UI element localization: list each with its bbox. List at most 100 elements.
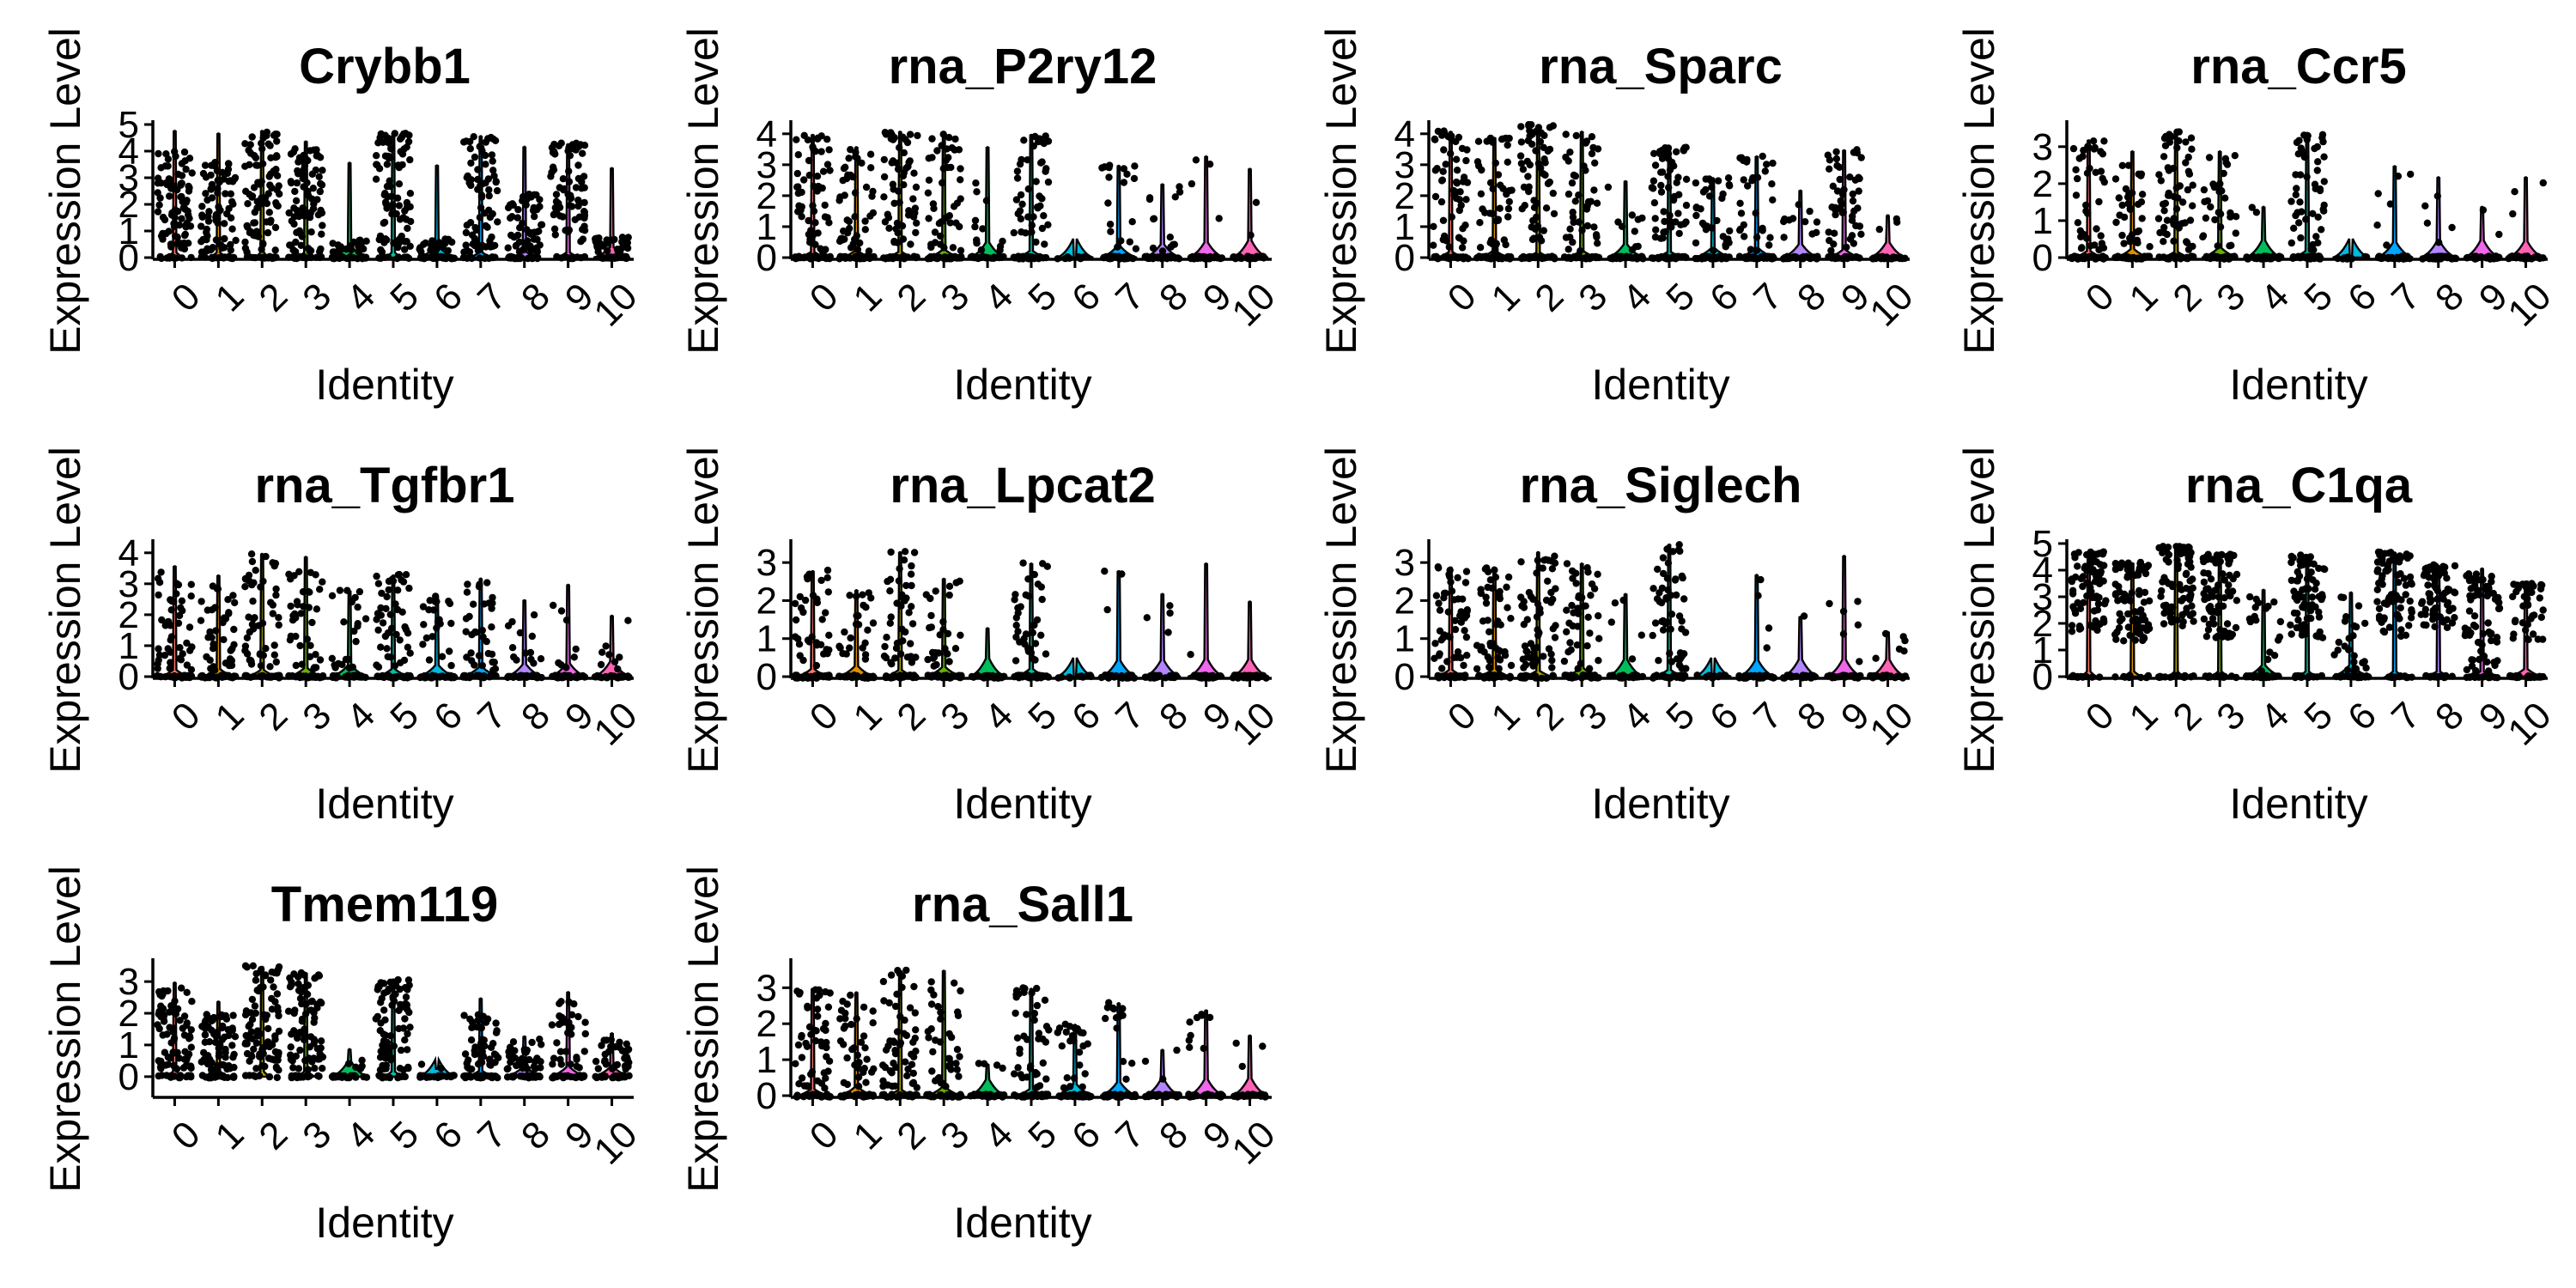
violin-cluster-9 <box>1825 556 1863 678</box>
data-point <box>847 146 854 154</box>
data-point <box>291 187 299 196</box>
data-point <box>1674 210 1682 217</box>
data-point <box>2085 143 2093 151</box>
data-point <box>572 645 580 653</box>
data-point <box>1676 654 1685 662</box>
data-point <box>1460 237 1467 245</box>
data-point <box>1462 196 1470 204</box>
data-point <box>2075 625 2084 633</box>
data-point <box>2160 207 2168 215</box>
data-point <box>198 211 206 219</box>
data-point <box>1659 569 1668 578</box>
data-point <box>1831 229 1838 237</box>
data-point <box>1451 625 1460 634</box>
data-point <box>508 213 516 221</box>
data-point <box>623 244 632 252</box>
data-point <box>355 587 364 596</box>
data-point <box>1439 235 1448 244</box>
data-point <box>1149 244 1157 252</box>
data-point <box>800 131 808 139</box>
data-point <box>999 237 1006 246</box>
data-point <box>1487 236 1496 244</box>
data-point <box>406 155 414 164</box>
data-point <box>1517 123 1525 131</box>
data-point <box>1527 640 1535 647</box>
data-point <box>841 235 848 243</box>
data-point <box>2099 174 2106 183</box>
x-tick-label: 10 <box>586 275 645 334</box>
data-point <box>913 219 920 227</box>
data-point <box>900 181 908 189</box>
data-point <box>1431 640 1439 647</box>
y-tick-label: 4 <box>1394 113 1415 155</box>
x-tick-label: 2 <box>889 275 933 319</box>
data-point <box>485 206 493 214</box>
y-tick-label: 1 <box>756 206 777 248</box>
data-point <box>395 202 404 210</box>
data-point <box>1575 191 1583 199</box>
data-point <box>1724 174 1733 182</box>
data-point <box>1634 216 1643 223</box>
data-point <box>939 617 947 626</box>
data-point <box>207 171 215 179</box>
data-point <box>793 136 800 143</box>
y-tick-label: 5 <box>2032 523 2053 565</box>
data-point <box>1829 182 1837 190</box>
x-tick-label: 1 <box>846 275 890 319</box>
data-point <box>841 628 848 636</box>
data-point <box>1564 246 1572 253</box>
x-tick-label: 7 <box>470 275 514 319</box>
data-point <box>1563 560 1571 568</box>
data-point <box>397 148 404 155</box>
data-point <box>286 636 295 644</box>
data-point <box>946 219 954 227</box>
data-point <box>846 644 854 652</box>
data-point <box>2539 179 2547 187</box>
data-point <box>925 155 933 162</box>
data-point <box>172 152 179 161</box>
data-point <box>1032 178 1040 185</box>
data-point <box>210 663 217 671</box>
violin-cluster-8 <box>1143 593 1182 678</box>
data-point <box>572 184 580 191</box>
data-point <box>1614 218 1622 226</box>
data-point <box>1117 237 1125 245</box>
data-point <box>531 191 538 198</box>
data-point <box>902 581 910 590</box>
data-point <box>1474 137 1483 145</box>
data-point <box>1126 238 1134 246</box>
data-point <box>1872 654 1880 662</box>
data-point <box>1530 649 1538 657</box>
data-point <box>2126 597 2135 605</box>
data-point <box>1436 650 1443 658</box>
data-point <box>2311 144 2318 153</box>
data-point <box>154 660 161 668</box>
x-tick-label: 3 <box>295 275 339 319</box>
panel-title: rna_Siglech <box>1520 458 1802 513</box>
data-point <box>571 216 579 223</box>
data-point <box>1839 630 1848 638</box>
data-point <box>1517 558 1525 566</box>
data-point <box>579 149 586 157</box>
data-point <box>224 160 233 167</box>
data-point <box>313 152 320 160</box>
data-point <box>2083 169 2092 177</box>
data-point <box>338 660 346 669</box>
data-point <box>264 228 272 237</box>
data-point <box>375 235 383 244</box>
data-point <box>613 246 622 253</box>
y-tick-label: 4 <box>118 131 139 173</box>
data-point <box>1437 197 1446 206</box>
data-point <box>360 245 368 253</box>
data-point <box>1540 155 1548 163</box>
data-point <box>1548 664 1556 671</box>
data-point <box>374 161 381 169</box>
data-point <box>174 580 183 589</box>
data-point <box>1595 635 1603 642</box>
data-point <box>1580 162 1588 170</box>
data-point <box>494 218 501 226</box>
data-point <box>1462 568 1471 575</box>
data-point <box>945 133 953 142</box>
data-point <box>1590 223 1598 231</box>
